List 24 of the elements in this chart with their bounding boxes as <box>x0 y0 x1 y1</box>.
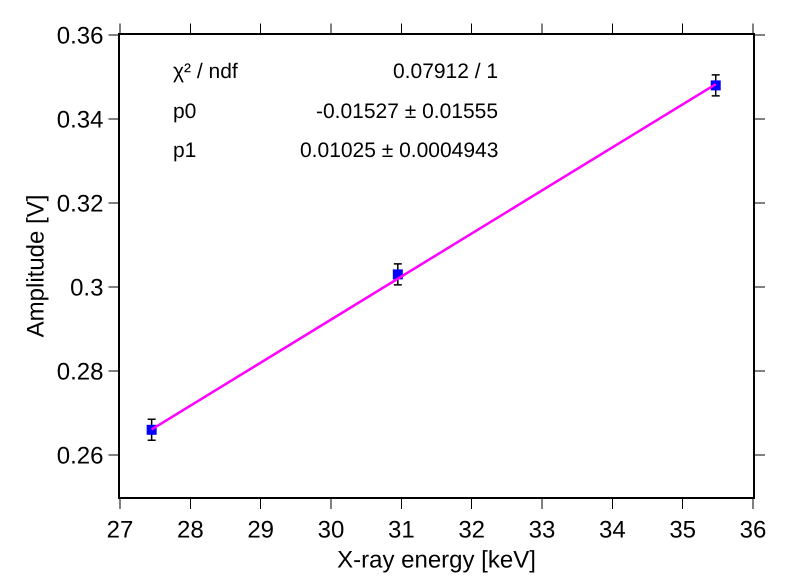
y-tick-label: 0.34 <box>56 106 104 134</box>
x-tick-label: 35 <box>669 516 696 544</box>
annotation: χ² / ndf <box>173 60 238 83</box>
y-tick-label: 0.3 <box>70 274 104 302</box>
y-tick-label: 0.36 <box>56 22 104 50</box>
annotation: 0.01025 ± 0.0004943 <box>300 139 498 162</box>
x-axis-title: X-ray energy [keV] <box>337 546 536 574</box>
x-tick-label: 28 <box>176 516 204 544</box>
x-tick-label: 29 <box>247 516 274 544</box>
x-tick-label: 34 <box>598 516 626 544</box>
annotation: p0 <box>173 100 196 123</box>
annotation: p1 <box>173 139 196 162</box>
y-tick-label: 0.28 <box>56 358 104 386</box>
y-tick-label: 0.26 <box>56 442 104 470</box>
x-tick-label: 31 <box>388 516 415 544</box>
y-axis-title: Amplitude [V] <box>22 194 50 338</box>
x-tick-label: 30 <box>318 516 344 544</box>
x-tick-label: 32 <box>458 516 486 544</box>
x-tick-label: 33 <box>528 516 556 544</box>
y-tick-label: 0.32 <box>56 190 104 218</box>
x-tick-label: 27 <box>106 516 134 544</box>
annotation: -0.01527 ± 0.01555 <box>316 100 498 123</box>
annotation: 0.07912 / 1 <box>393 60 498 83</box>
x-tick-label: 36 <box>740 516 766 544</box>
